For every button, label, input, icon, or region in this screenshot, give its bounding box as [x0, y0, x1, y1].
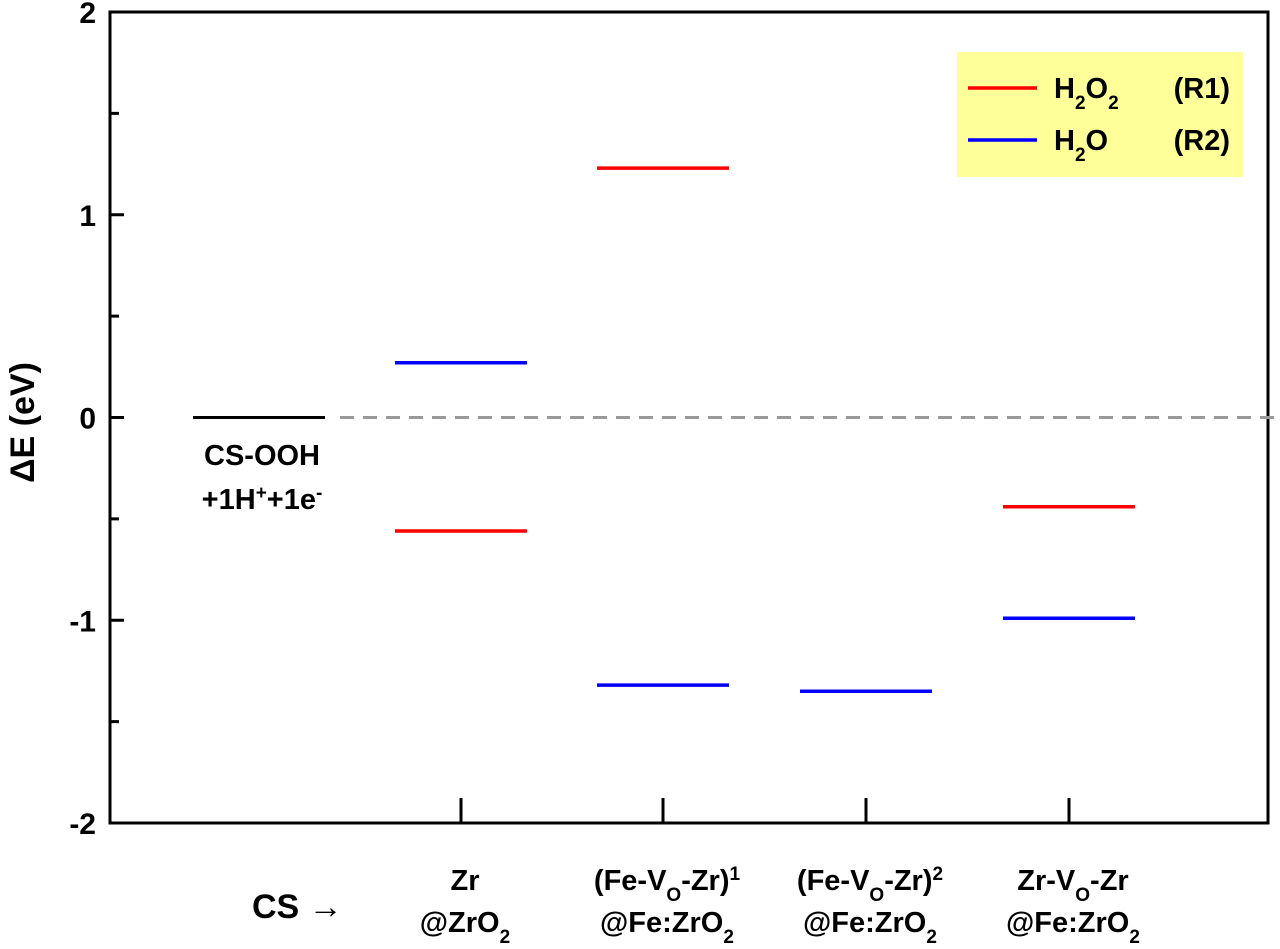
y-tick-label: 0	[79, 403, 96, 436]
legend-tag: (R2)	[1174, 125, 1230, 157]
category-label-line1: Zr-VO-Zr	[1017, 865, 1128, 906]
category-label-line1: (Fe-VO-Zr)2	[797, 864, 943, 906]
y-tick-label: -1	[69, 605, 96, 638]
x-axis-cs-label: CS →	[252, 888, 343, 926]
category-label-line2: @Fe:ZrO2	[803, 907, 937, 948]
reference-label-line1: CS-OOH	[204, 440, 320, 472]
legend-label: H2O2	[1054, 73, 1119, 114]
reference-label-line2: +1H++1e-	[202, 483, 323, 517]
y-tick-label: 2	[79, 0, 96, 30]
category-label-line2: @ZrO2	[420, 907, 510, 948]
y-tick-label: 1	[79, 200, 96, 233]
category-label-line1: (Fe-VO-Zr)1	[594, 864, 741, 906]
y-axis-title: ΔE (eV)	[4, 362, 42, 483]
category-label-line2: @Fe:ZrO2	[600, 907, 734, 948]
category-label-line2: @Fe:ZrO2	[1006, 907, 1140, 948]
legend-label: H2O	[1054, 125, 1108, 166]
legend-box	[957, 52, 1243, 177]
y-tick-label: -2	[69, 808, 96, 841]
category-label-line1: Zr	[451, 865, 480, 897]
legend-tag: (R1)	[1174, 73, 1230, 105]
